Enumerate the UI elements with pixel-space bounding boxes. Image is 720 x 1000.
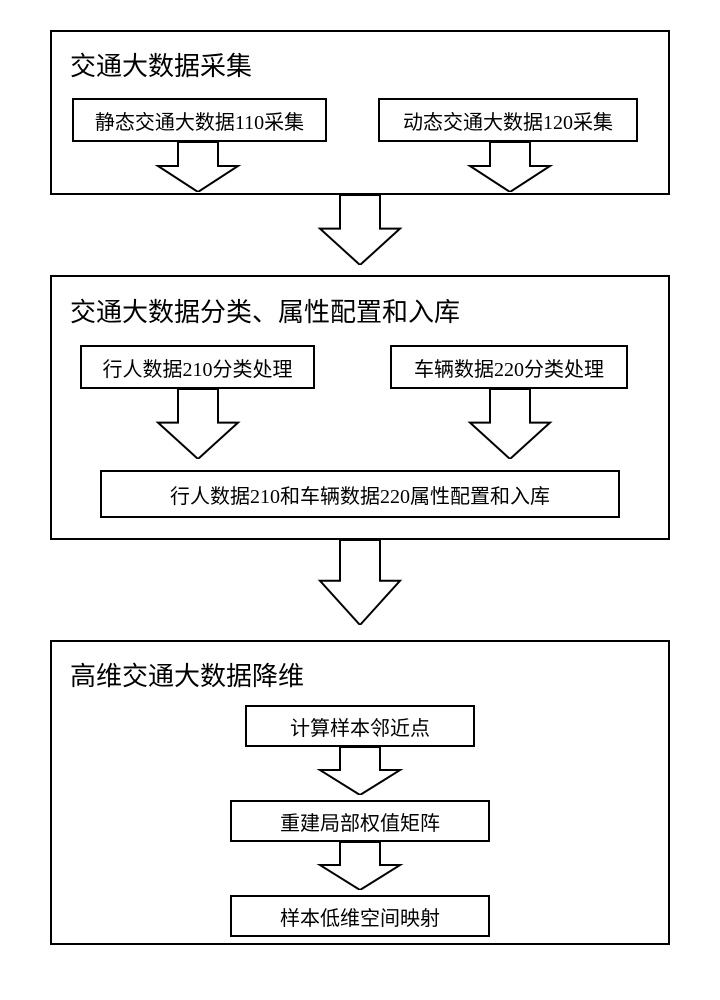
- arrow-icon: [310, 747, 410, 795]
- panel-collection-title: 交通大数据采集: [70, 46, 252, 83]
- box-pedestrian: 行人数据210分类处理: [80, 345, 315, 389]
- arrow-icon: [460, 389, 560, 459]
- box-vehicle: 车辆数据220分类处理: [390, 345, 628, 389]
- box-label: 重建局部权值矩阵: [280, 807, 440, 836]
- arrow-icon: [148, 142, 248, 192]
- flowchart-canvas: 交通大数据采集 静态交通大数据110采集 动态交通大数据120采集 交通大数据分…: [0, 0, 720, 1000]
- arrow-icon: [310, 540, 410, 625]
- box-label: 计算样本邻近点: [290, 712, 430, 741]
- box-attribute-store: 行人数据210和车辆数据220属性配置和入库: [100, 470, 620, 518]
- box-label: 静态交通大数据110采集: [95, 106, 304, 135]
- box-mapping: 样本低维空间映射: [230, 895, 490, 937]
- box-label: 车辆数据220分类处理: [414, 353, 604, 382]
- box-label: 行人数据210分类处理: [103, 353, 293, 382]
- box-label: 动态交通大数据120采集: [403, 106, 613, 135]
- box-weights: 重建局部权值矩阵: [230, 800, 490, 842]
- box-dynamic-data: 动态交通大数据120采集: [378, 98, 638, 142]
- box-neighbors: 计算样本邻近点: [245, 705, 475, 747]
- panel-reduce-title: 高维交通大数据降维: [70, 656, 304, 693]
- arrow-icon: [310, 195, 410, 265]
- box-label: 样本低维空间映射: [280, 902, 440, 931]
- arrow-icon: [148, 389, 248, 459]
- box-static-data: 静态交通大数据110采集: [72, 98, 327, 142]
- panel-classify-title: 交通大数据分类、属性配置和入库: [70, 292, 460, 329]
- box-label: 行人数据210和车辆数据220属性配置和入库: [170, 480, 550, 509]
- arrow-icon: [310, 842, 410, 890]
- arrow-icon: [460, 142, 560, 192]
